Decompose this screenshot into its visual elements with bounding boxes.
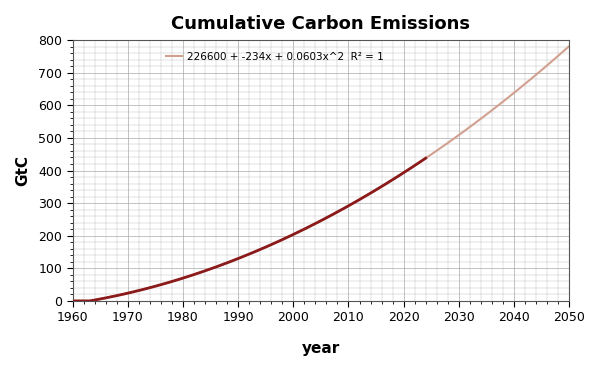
226600 + -234x + 0.0603x^2  R² = 1 [565,44,572,49]
Title: Cumulative Carbon Emissions: Cumulative Carbon Emissions [172,15,470,33]
Line: 226600 + -234x + 0.0603x^2  R² = 1: 226600 + -234x + 0.0603x^2 R² = 1 [73,46,569,301]
226600 + -234x + 0.0603x^2  R² = 1 [69,299,76,303]
226600 + -234x + 0.0603x^2  R² = 1 [293,230,301,235]
226600 + -234x + 0.0603x^2  R² = 1 [362,194,369,198]
226600 + -234x + 0.0603x^2  R² = 1 [157,283,164,287]
X-axis label: year: year [302,341,340,356]
226600 + -234x + 0.0603x^2  R² = 1 [443,142,450,146]
Legend: 226600 + -234x + 0.0603x^2  R² = 1: 226600 + -234x + 0.0603x^2 R² = 1 [163,48,388,66]
226600 + -234x + 0.0603x^2  R² = 1 [401,170,408,175]
Y-axis label: GtC: GtC [15,155,30,186]
226600 + -234x + 0.0603x^2  R² = 1 [197,270,204,275]
